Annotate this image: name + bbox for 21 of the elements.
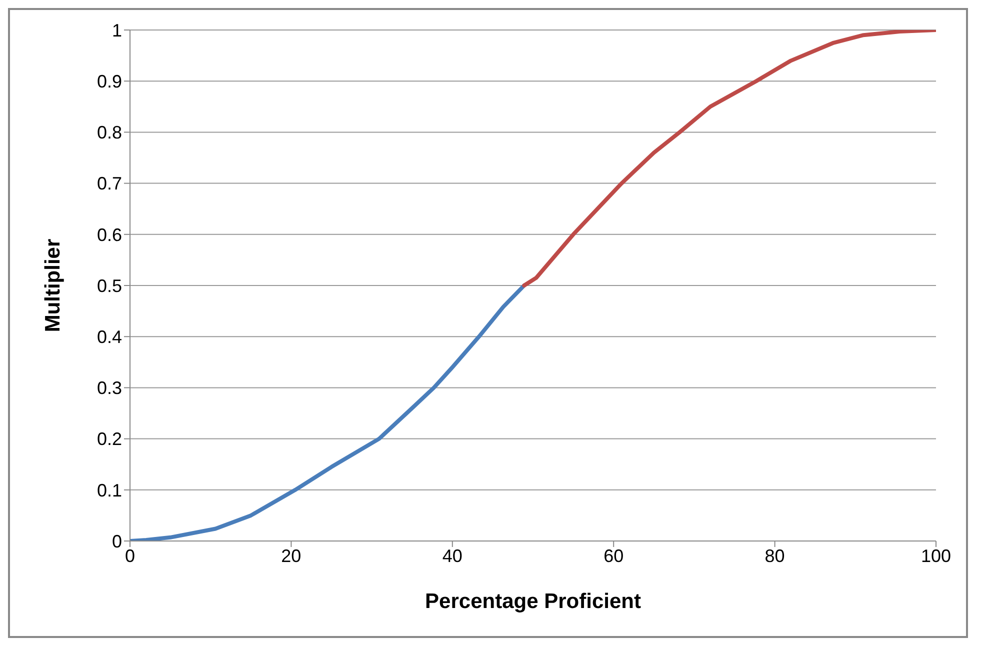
y-tick-label: 1	[112, 20, 122, 40]
y-tick-label: 0.5	[96, 276, 122, 296]
y-tick-label: 0.1	[96, 480, 122, 500]
x-tick-label: 80	[764, 546, 785, 566]
y-tick-label: 0	[112, 531, 122, 552]
x-axis-title: Percentage Proficient	[425, 590, 641, 613]
line-series	[130, 284, 526, 541]
x-tick-label: 20	[281, 546, 302, 566]
x-tick-label: 0	[124, 546, 136, 566]
y-tick-label: 0.7	[96, 174, 122, 194]
x-tick-label: 60	[604, 546, 624, 566]
y-tick-label: 0.3	[96, 378, 122, 398]
y-tick-label: 0.8	[96, 122, 122, 143]
y-tick-label: 0.4	[96, 326, 122, 347]
line-series	[522, 30, 936, 288]
x-tick-label: 40	[442, 546, 462, 566]
y-tick-label: 0.9	[96, 71, 122, 92]
y-tick-label: 0.2	[96, 429, 122, 450]
y-tick-label: 0.6	[96, 224, 122, 245]
y-axis-title: Multiplier	[41, 238, 64, 332]
x-tick-label: 100	[920, 546, 952, 566]
